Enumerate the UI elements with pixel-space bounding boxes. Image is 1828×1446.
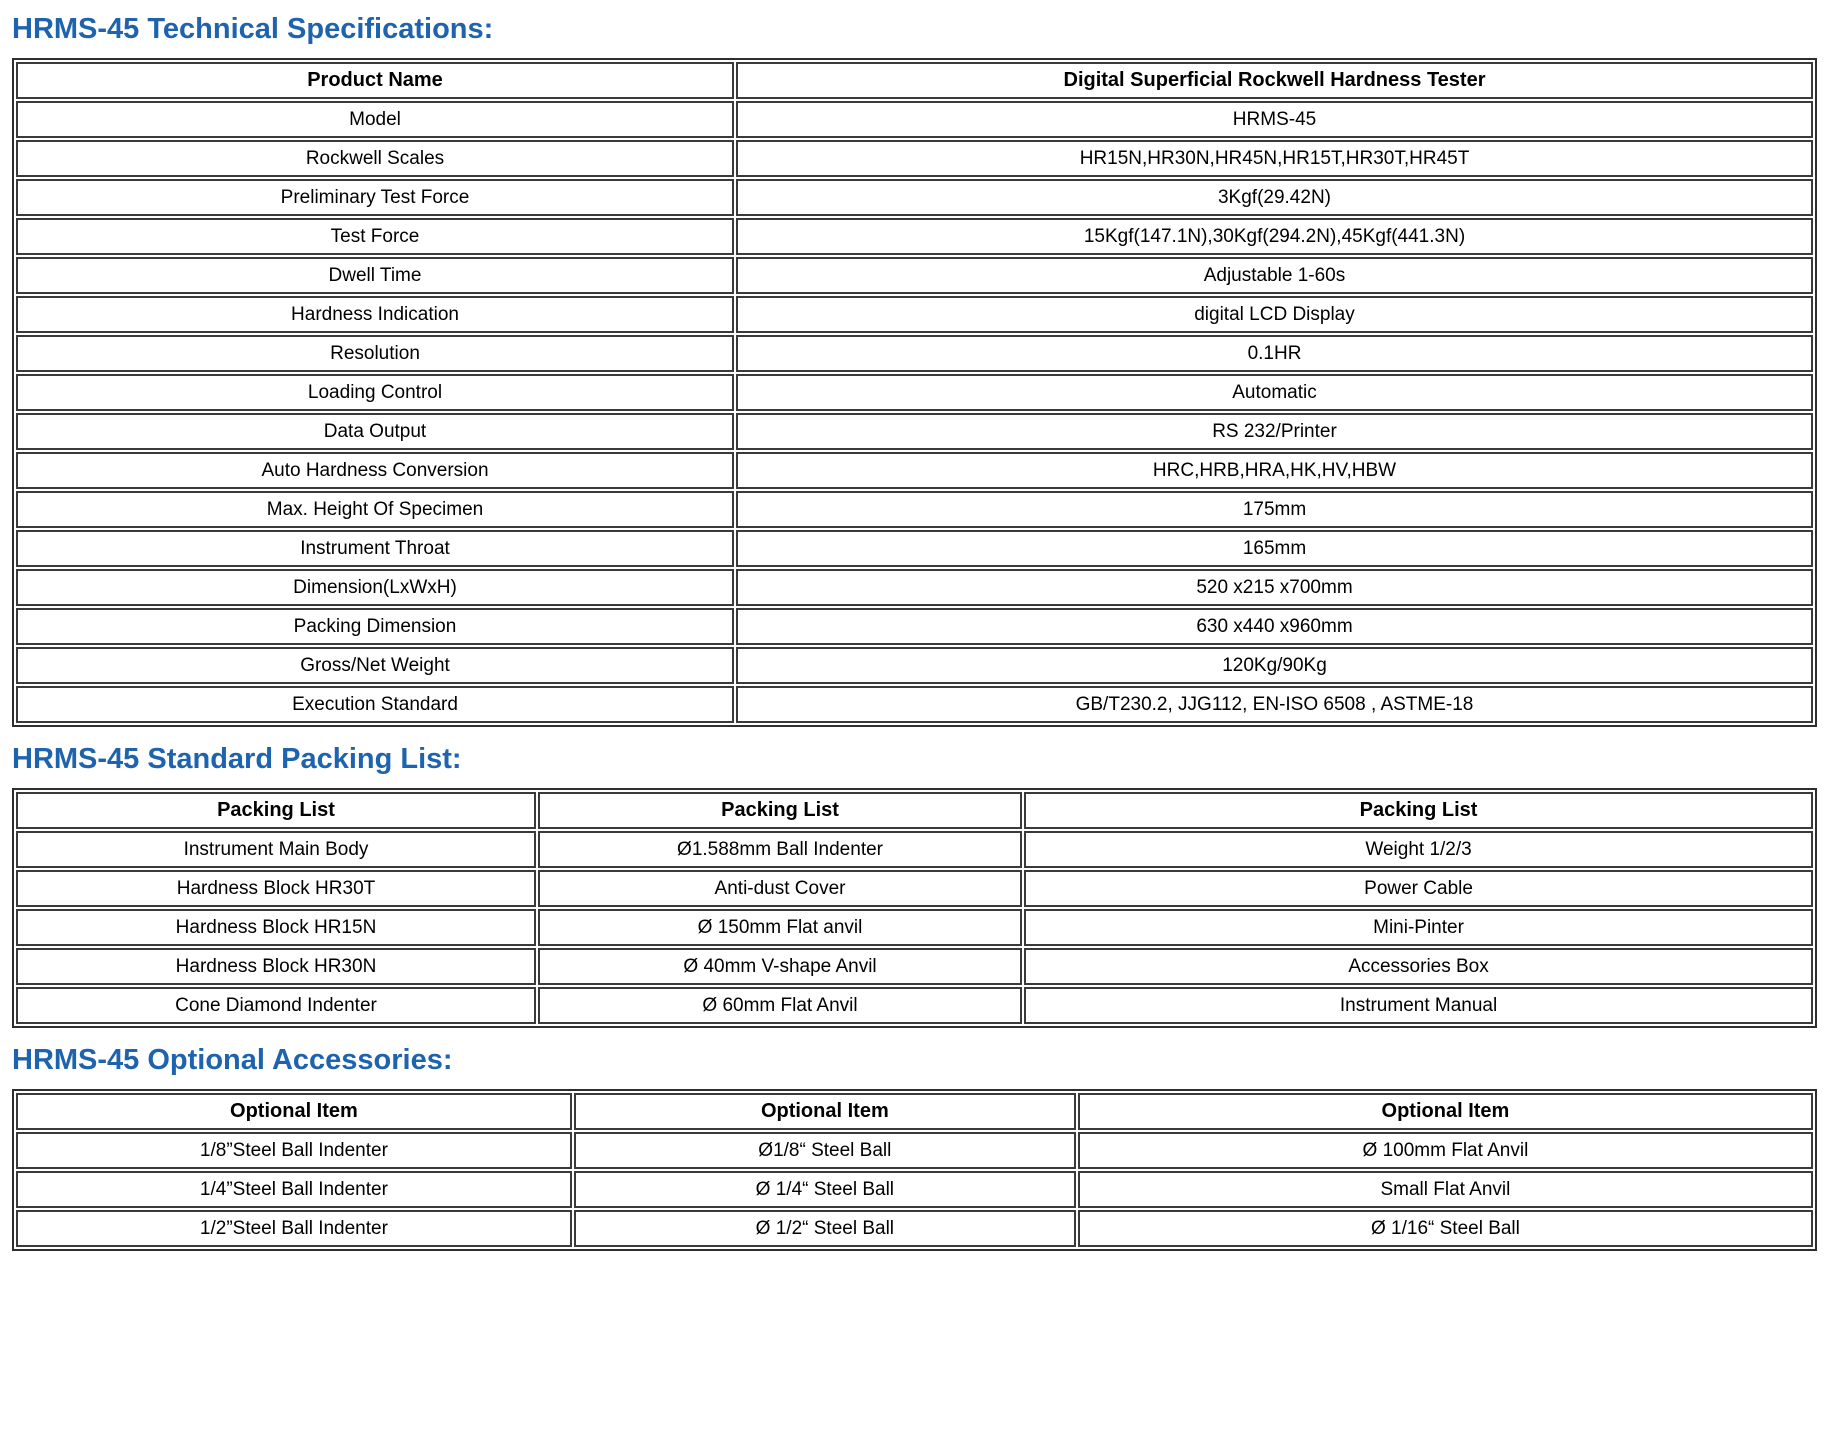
standard-packing-list-heading: HRMS-45 Standard Packing List:	[12, 742, 462, 775]
table-cell: 630 x440 x960mm	[736, 607, 1813, 645]
table-cell: Loading Control	[16, 373, 734, 411]
table-row: Loading Control Automatic	[16, 373, 1813, 411]
table-cell: Ø 40mm V-shape Anvil	[537, 947, 1023, 985]
column-header: Packing List	[16, 791, 536, 829]
table-cell: Hardness Block HR30N	[16, 947, 536, 985]
table-cell: Adjustable 1-60s	[736, 256, 1813, 294]
table-row: 1/4”Steel Ball Indenter Ø 1/4“ Steel Ball…	[16, 1170, 1813, 1208]
table-cell: Instrument Manual	[1024, 986, 1813, 1024]
table-row: Max. Height Of Specimen 175mm	[16, 490, 1813, 528]
table-cell: 520 x215 x700mm	[736, 568, 1813, 606]
table-cell: Gross/Net Weight	[16, 646, 734, 684]
table-cell: Hardness Indication	[16, 295, 734, 333]
table-row: Instrument Main Body Ø1.588mm Ball Indent…	[16, 830, 1813, 868]
table-cell: Ø 60mm Flat Anvil	[537, 986, 1023, 1024]
column-header: Optional Item	[1077, 1092, 1813, 1130]
table-cell: Weight 1/2/3	[1024, 830, 1813, 868]
table-cell: 120Kg/90Kg	[736, 646, 1813, 684]
table-row: Gross/Net Weight 120Kg/90Kg	[16, 646, 1813, 684]
table-cell: Hardness Block HR30T	[16, 869, 536, 907]
table-row: Rockwell Scales HR15N,HR30N,HR45N,HR15T,H…	[16, 139, 1813, 177]
optional-accessories-heading: HRMS-45 Optional Accessories:	[12, 1043, 453, 1076]
table-cell: Model	[16, 100, 734, 138]
table-cell: HRMS-45	[736, 100, 1813, 138]
table-cell: HRC,HRB,HRA,HK,HV,HBW	[736, 451, 1813, 489]
column-header: Packing List	[1024, 791, 1813, 829]
column-header: Packing List	[537, 791, 1023, 829]
table-row: Packing Dimension 630 x440 x960mm	[16, 607, 1813, 645]
table-row: Data Output RS 232/Printer	[16, 412, 1813, 450]
table-cell: Ø1/8“ Steel Ball	[573, 1131, 1076, 1169]
table-cell: Dwell Time	[16, 256, 734, 294]
table-cell: Ø1.588mm Ball Indenter	[537, 830, 1023, 868]
table-cell: Preliminary Test Force	[16, 178, 734, 216]
table-cell: Automatic	[736, 373, 1813, 411]
table-row: Auto Hardness Conversion HRC,HRB,HRA,HK,H…	[16, 451, 1813, 489]
column-header: Optional Item	[573, 1092, 1076, 1130]
table-cell: Cone Diamond Indenter	[16, 986, 536, 1024]
table-cell: HR15N,HR30N,HR45N,HR15T,HR30T,HR45T	[736, 139, 1813, 177]
table-cell: Packing Dimension	[16, 607, 734, 645]
table-cell: Ø 100mm Flat Anvil	[1077, 1131, 1813, 1169]
header-row: Product Name Digital Superficial Rockwell…	[16, 61, 1813, 99]
table-cell: Rockwell Scales	[16, 139, 734, 177]
technical-specifications-table: Product Name Digital Superficial Rockwell…	[12, 57, 1817, 727]
table-cell: Mini-Pinter	[1024, 908, 1813, 946]
table-cell: RS 232/Printer	[736, 412, 1813, 450]
table-row: Hardness Block HR15N Ø 150mm Flat anvil Mi…	[16, 908, 1813, 946]
optional-accessories-table: Optional Item Optional Item Optional Item 1…	[12, 1088, 1817, 1251]
table-cell: 1/4”Steel Ball Indenter	[16, 1170, 572, 1208]
table-row: Instrument Throat 165mm	[16, 529, 1813, 567]
header-row: Packing List Packing List Packing List	[16, 791, 1813, 829]
table-row: Hardness Indication digital LCD Display	[16, 295, 1813, 333]
column-header: Product Name	[16, 61, 734, 99]
table-cell: 165mm	[736, 529, 1813, 567]
table-row: Model HRMS-45	[16, 100, 1813, 138]
table-row: Preliminary Test Force 3Kgf(29.42N)	[16, 178, 1813, 216]
column-header: Digital Superficial Rockwell Hardness Te…	[736, 61, 1813, 99]
table-cell: Resolution	[16, 334, 734, 372]
table-cell: GB/T230.2, JJG112, EN-ISO 6508 , ASTME-1…	[736, 685, 1813, 723]
table-cell: Instrument Main Body	[16, 830, 536, 868]
table-cell: Ø 1/16“ Steel Ball	[1077, 1209, 1813, 1247]
table-cell: Anti-dust Cover	[537, 869, 1023, 907]
table-cell: Dimension(LxWxH)	[16, 568, 734, 606]
table-cell: Instrument Throat	[16, 529, 734, 567]
table-cell: Small Flat Anvil	[1077, 1170, 1813, 1208]
table-row: Cone Diamond Indenter Ø 60mm Flat Anvil In…	[16, 986, 1813, 1024]
table-row: Execution Standard GB/T230.2, JJG112, EN-…	[16, 685, 1813, 723]
table-cell: 15Kgf(147.1N),30Kgf(294.2N),45Kgf(441.3N…	[736, 217, 1813, 255]
table-row: Dwell Time Adjustable 1-60s	[16, 256, 1813, 294]
table-row: Hardness Block HR30N Ø 40mm V-shape Anvil…	[16, 947, 1813, 985]
table-row: Hardness Block HR30T Anti-dust Cover Power…	[16, 869, 1813, 907]
table-cell: Execution Standard	[16, 685, 734, 723]
table-cell: Data Output	[16, 412, 734, 450]
table-cell: digital LCD Display	[736, 295, 1813, 333]
table-row: Resolution 0.1HR	[16, 334, 1813, 372]
table-cell: 1/2”Steel Ball Indenter	[16, 1209, 572, 1247]
table-cell: Max. Height Of Specimen	[16, 490, 734, 528]
table-row: Dimension(LxWxH) 520 x215 x700mm	[16, 568, 1813, 606]
standard-packing-list-table: Packing List Packing List Packing List Inst…	[12, 787, 1817, 1028]
table-cell: 3Kgf(29.42N)	[736, 178, 1813, 216]
table-row: 1/8”Steel Ball Indenter Ø1/8“ Steel Ball Ø…	[16, 1131, 1813, 1169]
table-row: 1/2”Steel Ball Indenter Ø 1/2“ Steel Ball…	[16, 1209, 1813, 1247]
table-cell: Power Cable	[1024, 869, 1813, 907]
table-cell: Hardness Block HR15N	[16, 908, 536, 946]
table-cell: Accessories Box	[1024, 947, 1813, 985]
table-cell: Test Force	[16, 217, 734, 255]
table-row: Test Force 15Kgf(147.1N),30Kgf(294.2N),45…	[16, 217, 1813, 255]
table-cell: Ø 150mm Flat anvil	[537, 908, 1023, 946]
table-cell: Auto Hardness Conversion	[16, 451, 734, 489]
table-cell: 0.1HR	[736, 334, 1813, 372]
table-cell: 175mm	[736, 490, 1813, 528]
table-cell: Ø 1/4“ Steel Ball	[573, 1170, 1076, 1208]
technical-specifications-heading: HRMS-45 Technical Specifications:	[12, 13, 494, 45]
header-row: Optional Item Optional Item Optional Item	[16, 1092, 1813, 1130]
table-cell: Ø 1/2“ Steel Ball	[573, 1209, 1076, 1247]
column-header: Optional Item	[16, 1092, 572, 1130]
table-cell: 1/8”Steel Ball Indenter	[16, 1131, 572, 1169]
